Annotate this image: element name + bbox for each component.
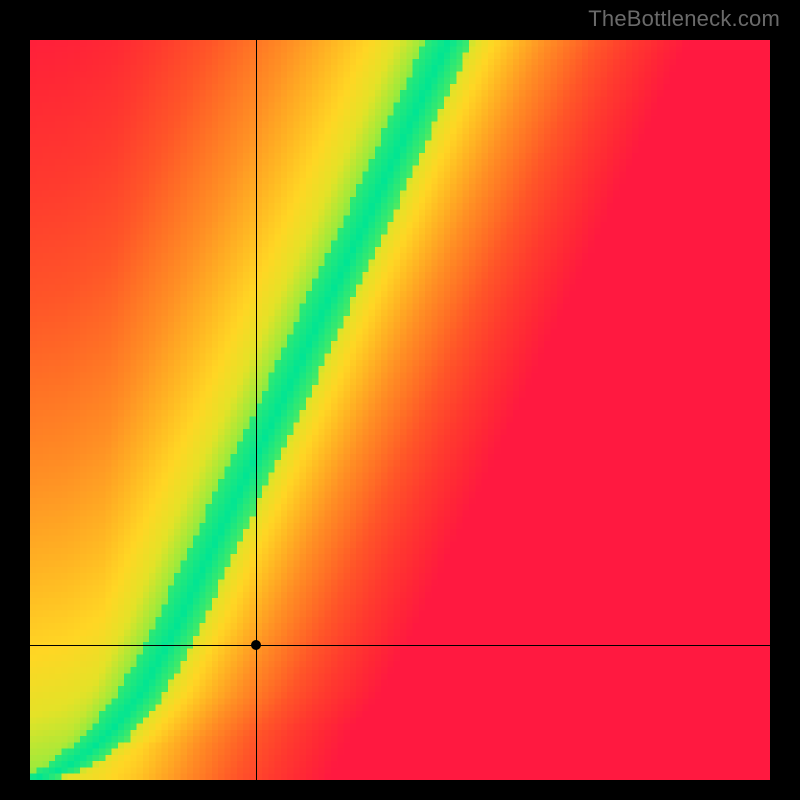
watermark-text: TheBottleneck.com <box>588 6 780 32</box>
heatmap-plot <box>30 40 770 780</box>
crosshair-horizontal <box>30 645 770 646</box>
crosshair-vertical <box>256 40 257 780</box>
heatmap-canvas <box>30 40 770 780</box>
crosshair-dot <box>251 640 261 650</box>
